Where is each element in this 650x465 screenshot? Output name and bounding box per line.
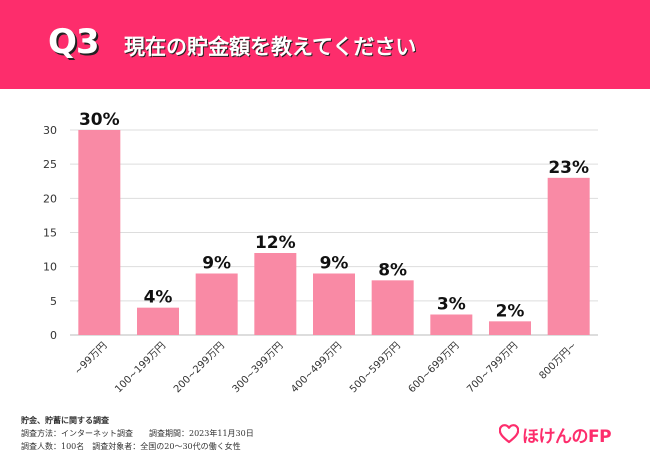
y-tick-label: 25 bbox=[43, 158, 57, 171]
bar bbox=[371, 280, 414, 335]
x-tick-label: ~99万円 bbox=[73, 340, 110, 377]
x-tick-label: 600~699万円 bbox=[407, 340, 462, 395]
data-label: 30% bbox=[79, 110, 120, 130]
bar bbox=[254, 253, 297, 335]
x-tick-label: 800万円~ bbox=[537, 340, 578, 381]
data-label: 4% bbox=[144, 288, 173, 308]
x-tick-label: 100~199万円 bbox=[113, 340, 168, 395]
x-tick-label: 700~799万円 bbox=[465, 340, 520, 395]
survey-method: 調査方法：インターネット調査 調査期間：2023年11月30日 bbox=[21, 429, 254, 438]
x-tick-label: 200~299万円 bbox=[172, 340, 227, 395]
x-tick-label: 300~399万円 bbox=[231, 340, 286, 395]
data-label: 9% bbox=[202, 254, 231, 274]
bar bbox=[78, 130, 121, 335]
brand-logo: ほけんのFP bbox=[499, 421, 612, 447]
data-label: 12% bbox=[255, 233, 296, 253]
y-tick-label: 0 bbox=[50, 329, 57, 342]
question-title: 現在の貯金額を教えてください bbox=[124, 35, 417, 59]
brand-name: ほけんのFP bbox=[522, 426, 612, 447]
data-label: 3% bbox=[437, 295, 466, 315]
y-tick-label: 15 bbox=[43, 227, 57, 240]
bar bbox=[547, 177, 590, 335]
question-label: Q3 bbox=[48, 22, 100, 62]
y-tick-label: 20 bbox=[43, 192, 57, 205]
bar bbox=[137, 307, 179, 335]
bar bbox=[313, 273, 355, 335]
data-label: 23% bbox=[548, 158, 589, 178]
survey-respondents: 調査人数：100名 調査対象者：全国の20～30代の働く女性 bbox=[21, 442, 241, 451]
bar-chart: 0 5 10 15 20 25 30 30% ~99万円 4% 100~199万円 9% 200~299… bbox=[43, 110, 598, 395]
x-tick-label: 500~599万円 bbox=[348, 340, 403, 395]
bar bbox=[489, 321, 531, 335]
data-label: 8% bbox=[378, 260, 407, 280]
y-tick-label: 5 bbox=[50, 295, 57, 308]
data-label: 9% bbox=[320, 254, 349, 274]
data-label: 2% bbox=[496, 301, 525, 321]
header-banner: Q3 現在の貯金額を教えてください bbox=[0, 0, 650, 89]
survey-title: 貯金、貯蓄に関する調査 bbox=[21, 415, 109, 425]
y-tick-label: 30 bbox=[43, 124, 57, 137]
y-tick-label: 10 bbox=[43, 261, 57, 274]
x-tick-label: 400~499万円 bbox=[289, 340, 344, 395]
bar bbox=[195, 273, 238, 335]
survey-notes: 貯金、貯蓄に関する調査 調査方法：インターネット調査 調査期間：2023年11月… bbox=[21, 414, 254, 453]
heart-icon bbox=[499, 424, 519, 444]
bar bbox=[430, 314, 473, 335]
